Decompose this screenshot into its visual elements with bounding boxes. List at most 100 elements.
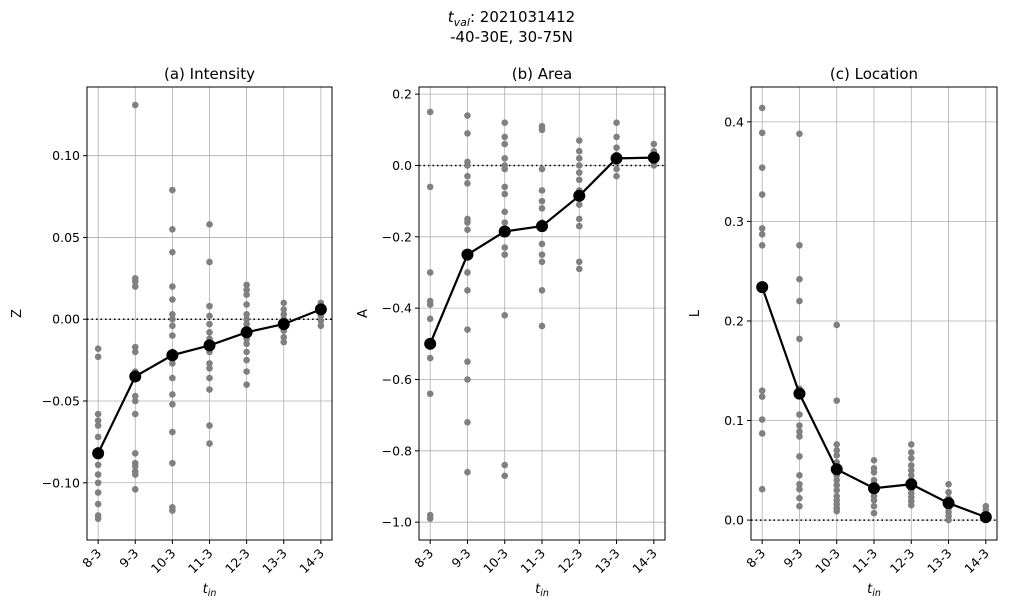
scatter-point bbox=[243, 311, 250, 318]
panel-2: −1.0 −0.8 −0.6 −0.4 −0.2 0.0 0.2 8-3 9-3 10-3 11-3… bbox=[356, 65, 666, 599]
mean-point bbox=[905, 478, 918, 491]
scatter-point bbox=[613, 119, 620, 126]
x-tick-label: 10-3 bbox=[812, 546, 843, 577]
x-tick-label: 14-3 bbox=[961, 546, 992, 577]
scatter-point bbox=[94, 417, 102, 424]
x-tick-label: 9-3 bbox=[449, 546, 474, 571]
scatter-point bbox=[206, 422, 213, 429]
scatter-point bbox=[501, 155, 509, 162]
y-axis-label: Z bbox=[10, 309, 25, 318]
scatter-point bbox=[833, 397, 841, 404]
scatter-point bbox=[169, 360, 176, 367]
scatter-point bbox=[94, 479, 102, 487]
scatter-point bbox=[464, 162, 471, 169]
scatter-point bbox=[501, 219, 509, 226]
scatter-point bbox=[501, 190, 509, 198]
y-tick-label: −0.6 bbox=[382, 372, 412, 387]
scatter-point bbox=[538, 322, 546, 330]
scatter-point bbox=[945, 516, 952, 524]
scatter-point bbox=[169, 428, 176, 436]
scatter-point bbox=[94, 422, 102, 429]
scatter-point bbox=[317, 317, 325, 325]
x-tick-label: 11-3 bbox=[185, 546, 216, 577]
y-tick-label: −0.4 bbox=[382, 301, 412, 316]
scatter-point bbox=[538, 165, 546, 173]
mean-point bbox=[610, 152, 623, 165]
x-axis-label-main: t bbox=[867, 582, 873, 597]
scatter-point bbox=[796, 502, 803, 510]
scatter-point bbox=[650, 140, 658, 148]
scatter-point bbox=[538, 187, 546, 194]
mean-point bbox=[979, 511, 992, 524]
panel-1: −0.10 −0.05 0.00 0.05 0.10 8-3 9-3 10-3 11-3 12-3… bbox=[10, 65, 333, 599]
mean-point bbox=[203, 339, 216, 352]
scatter-point bbox=[243, 281, 250, 289]
scatter-point bbox=[575, 201, 583, 209]
scatter-point bbox=[131, 283, 139, 290]
scatter-point bbox=[870, 502, 878, 510]
scatter-point bbox=[94, 461, 102, 469]
y-tick-label: 0.05 bbox=[52, 230, 80, 245]
panel-title: (c) Location bbox=[830, 65, 918, 83]
scatter-point bbox=[464, 226, 471, 233]
scatter-point bbox=[833, 486, 841, 494]
scatter-point bbox=[907, 455, 915, 462]
scatter-point bbox=[169, 332, 176, 339]
scatter-point bbox=[94, 515, 102, 523]
scatter-point bbox=[206, 329, 213, 336]
scatter-point bbox=[575, 176, 583, 184]
scatter-point bbox=[501, 472, 509, 480]
panel-title: (a) Intensity bbox=[164, 65, 255, 83]
scatter-point bbox=[907, 471, 915, 479]
scatter-point bbox=[169, 400, 176, 408]
scatter-point bbox=[758, 393, 766, 400]
x-tick-label: 14-3 bbox=[296, 546, 327, 577]
scatter-point bbox=[131, 410, 139, 418]
scatter-point bbox=[94, 500, 102, 508]
scatter-point bbox=[169, 459, 176, 467]
scatter-point bbox=[206, 221, 213, 228]
mean-point bbox=[756, 281, 769, 294]
mean-point bbox=[573, 189, 586, 202]
scatter-point bbox=[426, 183, 434, 191]
scatter-point bbox=[538, 126, 546, 134]
mean-point bbox=[314, 303, 327, 316]
y-tick-label: 0.1 bbox=[724, 413, 744, 428]
scatter-point bbox=[131, 343, 139, 351]
mean-point bbox=[129, 370, 142, 383]
suptitle-subscript: val bbox=[453, 16, 470, 29]
scatter-point bbox=[206, 360, 213, 367]
scatter-point bbox=[501, 183, 509, 191]
scatter-point bbox=[206, 312, 213, 320]
scatter-point bbox=[833, 476, 841, 484]
scatter-point bbox=[538, 197, 546, 205]
y-tick-label: −1.0 bbox=[382, 515, 412, 530]
mean-point bbox=[277, 318, 290, 331]
scatter-point bbox=[464, 287, 471, 294]
y-tick-label: 0.2 bbox=[392, 87, 412, 102]
scatter-point bbox=[796, 422, 803, 429]
scatter-point bbox=[464, 358, 471, 365]
y-tick-label: −0.05 bbox=[42, 393, 80, 408]
scatter-point bbox=[501, 140, 509, 148]
scatter-point bbox=[907, 462, 915, 469]
x-tick-label: 10-3 bbox=[148, 546, 179, 577]
x-tick-label: 12-3 bbox=[555, 546, 586, 577]
y-axis-label: L bbox=[688, 309, 703, 317]
scatter-point bbox=[613, 133, 620, 141]
scatter-point bbox=[796, 411, 803, 418]
x-axis-label: tin bbox=[203, 582, 217, 599]
scatter-point bbox=[650, 162, 658, 169]
scatter-point bbox=[758, 225, 766, 232]
scatter-point bbox=[575, 215, 583, 223]
scatter-point bbox=[796, 130, 803, 138]
scatter-point bbox=[169, 283, 176, 290]
x-axis-label: tin bbox=[867, 582, 881, 599]
scatter-point bbox=[243, 348, 250, 356]
mean-point bbox=[647, 151, 660, 164]
scatter-point bbox=[464, 180, 471, 187]
x-tick-label: 13-3 bbox=[924, 546, 955, 577]
scatter-point bbox=[758, 387, 766, 394]
scatter-point bbox=[280, 299, 288, 307]
